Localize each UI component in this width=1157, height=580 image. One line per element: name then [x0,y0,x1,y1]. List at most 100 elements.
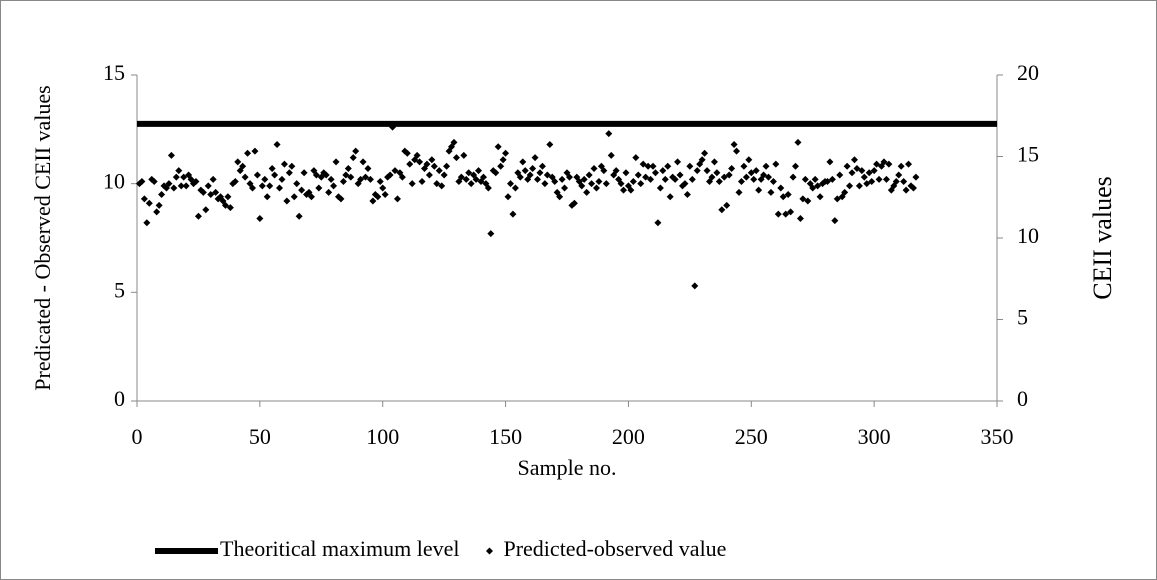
point [656,184,664,192]
point [607,151,615,159]
point [342,171,350,179]
point [853,164,861,172]
point [708,173,716,181]
point [526,171,534,179]
point [529,164,537,172]
point [256,214,264,222]
point [322,171,330,179]
point [580,175,588,183]
point [730,141,738,149]
point [295,212,303,220]
point [312,171,320,179]
point [406,160,414,168]
point [686,162,694,170]
point [145,199,153,207]
point [499,156,507,164]
point [865,169,873,177]
point [273,141,281,149]
point [836,171,844,179]
point [465,169,473,177]
point [337,195,345,203]
point [199,188,207,196]
point [452,154,460,162]
point [167,151,175,159]
point [386,171,394,179]
point [271,171,279,179]
point [391,167,399,175]
point [202,206,210,214]
x-tick-label: 250 [735,424,768,449]
point [779,193,787,201]
point [875,175,883,183]
point [467,180,475,188]
point [855,182,863,190]
y2-tick-label: 10 [1017,223,1039,248]
point [651,169,659,177]
point [241,173,249,181]
point [538,162,546,170]
point [325,188,333,196]
point [212,188,220,196]
x-tick-label: 0 [132,424,143,449]
point [293,180,301,188]
point [536,169,544,177]
point [742,173,750,181]
point [664,162,672,170]
point [895,171,903,179]
point [777,184,785,192]
point [860,173,868,181]
point [774,210,782,218]
point [509,210,517,218]
point [639,160,647,168]
point [140,195,148,203]
point [710,158,718,166]
y-tick-label: 15 [103,60,125,85]
point [649,162,657,170]
point [440,171,448,179]
point [175,167,183,175]
point [666,193,674,201]
y-axis-title: Predicated - Observed CEII values [30,85,55,390]
point [828,175,836,183]
point [561,184,569,192]
point [239,162,247,170]
point [588,180,596,188]
point [848,169,856,177]
point [192,177,200,185]
point [570,199,578,207]
point [823,177,831,185]
point [892,177,900,185]
point [428,156,436,164]
point [138,177,146,185]
point [590,164,598,172]
point [150,177,158,185]
point [846,182,854,190]
point [511,184,519,192]
y2-tick-label: 0 [1017,386,1028,411]
point [772,160,780,168]
point [620,186,628,194]
y2-tick-label: 5 [1017,305,1028,330]
point [221,201,229,209]
point [831,217,839,225]
point [755,186,763,194]
y2-tick-label: 15 [1017,142,1039,167]
x-axis-title: Sample no. [518,455,617,480]
y2-tick-label: 20 [1017,60,1039,85]
point [671,175,679,183]
point [516,173,524,181]
point [172,173,180,181]
point [248,184,256,192]
point [462,175,470,183]
point [799,195,807,203]
point [605,130,613,138]
point [487,230,495,238]
point [701,149,709,157]
point [479,173,487,181]
y2-axis-title: CEII values [1088,176,1117,299]
point [352,147,360,155]
point [258,182,266,190]
point [551,177,559,185]
point [880,158,888,166]
